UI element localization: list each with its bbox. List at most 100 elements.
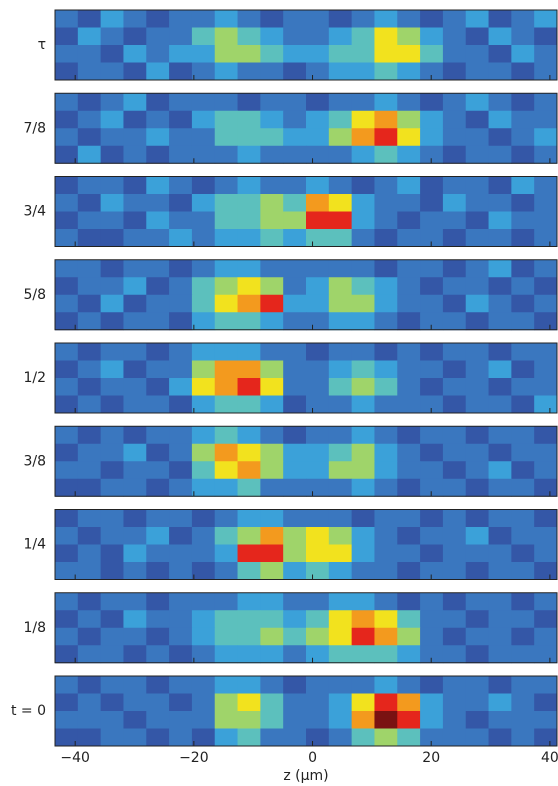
heatmap-cell xyxy=(329,45,352,63)
heatmap-cell xyxy=(352,260,375,278)
heatmap-cell xyxy=(283,426,306,444)
heatmap-cell xyxy=(78,527,101,545)
heatmap-cell xyxy=(466,444,489,462)
heatmap-cell xyxy=(374,711,397,729)
heatmap-cell xyxy=(534,444,557,462)
heatmap-cell xyxy=(534,93,557,111)
heatmap-cell xyxy=(489,312,512,330)
heatmap-cell xyxy=(123,729,146,747)
heatmap-cell xyxy=(78,146,101,164)
heatmap-cell xyxy=(215,128,238,146)
heatmap-cell xyxy=(352,343,375,361)
heatmap-cell xyxy=(352,645,375,663)
heatmap-cell xyxy=(192,45,215,63)
heatmap-cell xyxy=(352,479,375,497)
heatmap-cell xyxy=(169,444,192,462)
heatmap-cell xyxy=(306,111,329,129)
heatmap-cell xyxy=(489,229,512,247)
heatmap-cell xyxy=(169,461,192,479)
heatmap-cell xyxy=(78,426,101,444)
heatmap-cell xyxy=(238,444,261,462)
heatmap-cell xyxy=(489,711,512,729)
heatmap-cell xyxy=(283,479,306,497)
heatmap-cell xyxy=(55,610,78,628)
heatmap-cell xyxy=(443,628,466,646)
heatmap-cell xyxy=(260,277,283,295)
heatmap-cell xyxy=(192,378,215,396)
heatmap-cell xyxy=(283,260,306,278)
heatmap-cell xyxy=(397,479,420,497)
heatmap-cell xyxy=(466,729,489,747)
heatmap-cell xyxy=(283,146,306,164)
heatmap-cell xyxy=(283,510,306,528)
heatmap-cell xyxy=(123,396,146,414)
heatmap-cell xyxy=(215,479,238,497)
heatmap-cell xyxy=(238,610,261,628)
heatmap-cell xyxy=(420,361,443,379)
heatmap-cell xyxy=(534,461,557,479)
heatmap-cell xyxy=(534,343,557,361)
heatmap-cell xyxy=(306,527,329,545)
heatmap-cell xyxy=(306,146,329,164)
heatmap-cell xyxy=(123,28,146,46)
panel-label: t = 0 xyxy=(11,703,46,719)
heatmap-cell xyxy=(238,229,261,247)
heatmap-cell xyxy=(511,28,534,46)
heatmap-cell xyxy=(466,396,489,414)
heatmap-cell xyxy=(329,295,352,313)
heatmap-cell xyxy=(101,396,124,414)
heatmap-cell xyxy=(534,10,557,28)
heatmap-cell xyxy=(489,444,512,462)
heatmap-cell xyxy=(146,45,169,63)
heatmap-cell xyxy=(352,628,375,646)
heatmap-cell xyxy=(466,645,489,663)
heatmap-cell xyxy=(192,426,215,444)
heatmap-cell xyxy=(78,676,101,694)
heatmap-cell xyxy=(55,28,78,46)
heatmap-cell xyxy=(534,277,557,295)
heatmap-cell xyxy=(511,229,534,247)
heatmap-cell xyxy=(78,229,101,247)
heatmap-cell xyxy=(374,295,397,313)
heatmap-cell xyxy=(283,128,306,146)
heatmap-cell xyxy=(192,527,215,545)
heatmap-cell xyxy=(283,694,306,712)
heatmap-cell xyxy=(169,479,192,497)
heatmap-cell xyxy=(146,312,169,330)
heatmap-cell xyxy=(352,545,375,563)
heatmap-cell xyxy=(55,260,78,278)
heatmap-cell xyxy=(420,177,443,195)
heatmap-cell xyxy=(101,711,124,729)
x-tick-label: 40 xyxy=(541,750,558,766)
x-tick-label: 20 xyxy=(422,750,440,766)
heatmap-cell xyxy=(169,93,192,111)
heatmap-cell xyxy=(238,177,261,195)
heatmap-cell xyxy=(238,194,261,212)
heatmap-cell xyxy=(397,444,420,462)
heatmap-cell xyxy=(466,312,489,330)
heatmap-cell xyxy=(511,63,534,81)
heatmap-cell xyxy=(466,510,489,528)
heatmap-cell xyxy=(420,295,443,313)
heatmap-cell xyxy=(283,461,306,479)
heatmap-cell xyxy=(146,63,169,81)
heatmap-cell xyxy=(352,177,375,195)
heatmap-cell xyxy=(420,312,443,330)
heatmap-cell xyxy=(215,212,238,230)
heatmap-cell xyxy=(238,676,261,694)
heatmap-cell xyxy=(534,562,557,580)
heatmap-cell xyxy=(169,593,192,611)
heatmap-cell xyxy=(329,711,352,729)
heatmap-cell xyxy=(123,628,146,646)
heatmap-cell xyxy=(443,361,466,379)
heatmap-cell xyxy=(511,426,534,444)
heatmap-cell xyxy=(489,45,512,63)
heatmap-cell xyxy=(146,593,169,611)
heatmap-cell xyxy=(306,10,329,28)
heatmap-cell xyxy=(123,461,146,479)
heatmap-cell xyxy=(283,361,306,379)
heatmap-cell xyxy=(420,562,443,580)
heatmap-cell xyxy=(443,610,466,628)
heatmap-cell xyxy=(215,461,238,479)
